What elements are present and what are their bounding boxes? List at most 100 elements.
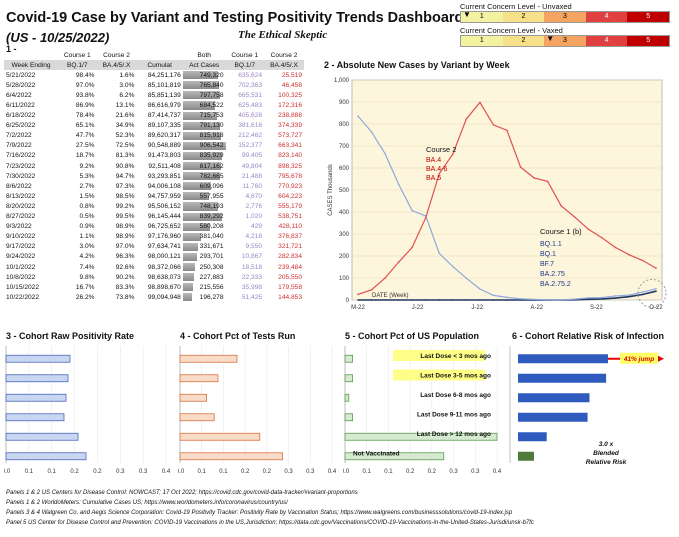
table-cell: 635,624 [238, 71, 263, 79]
x-tick-label: 0.3 [306, 469, 315, 475]
table-cell: 86.9% [75, 102, 95, 110]
table-cell: 8/20/2022 [6, 202, 36, 210]
act-cases-bar [182, 81, 219, 90]
bar [344, 354, 353, 363]
x-tick-label: J-22 [471, 305, 483, 311]
x-tick-label: 0.3 [116, 469, 125, 475]
data-point [438, 172, 441, 175]
table-cell: 1.6% [119, 71, 135, 79]
table-cell: 21,488 [241, 172, 263, 180]
data-point [573, 216, 576, 218]
x-tick-label: 0.4 [493, 469, 502, 475]
panel1-label: 1 - [6, 44, 17, 54]
category-label: Last Dose 3-5 mos ago [420, 373, 491, 380]
table-cell: 52.3% [115, 132, 135, 140]
risk-bar [518, 432, 547, 442]
table-cell: 6/25/2022 [6, 122, 36, 130]
table-cell: 34.9% [115, 122, 135, 130]
table-cell: 98.5% [115, 192, 135, 200]
data-point [546, 298, 549, 301]
table-cell: 428,110 [278, 223, 302, 231]
table-cell: 92.6% [115, 263, 135, 271]
x-tick-label: 0.2 [263, 469, 272, 475]
table-cell: 702,363 [238, 81, 263, 89]
data-point [601, 296, 603, 299]
table-cell: 2,776 [245, 202, 263, 210]
footnote-0: Panels 1 & 2 US Centers for Disease Cont… [6, 490, 358, 496]
category-label: Last Dose 9-11 mos ago [417, 412, 491, 419]
table-cell: 3.0% [79, 243, 95, 251]
bar [179, 452, 283, 461]
table-cell: 321,721 [278, 243, 302, 251]
act-cases-bar [182, 262, 195, 272]
table-row: 6/25/2022 65.1% 34.9% 89,107,335 791,130 381,… [4, 121, 304, 131]
data-point [519, 299, 522, 301]
bar [179, 432, 261, 441]
table-cell: 16.7% [75, 283, 95, 291]
concern-vaxed-level-4: 4 [585, 36, 628, 46]
table-cell: 282,834 [278, 253, 302, 261]
data-point [601, 298, 603, 300]
table-cell: 10/1/2022 [6, 263, 36, 271]
table-header-top-2: Course 2 [103, 51, 130, 59]
concern-vaxed: Current Concern Level - Vaxed 1 2 3 ▼ 4 5 [460, 26, 670, 47]
y-tick-label: 600 [339, 166, 350, 172]
category-label: Last Dose > 12 mos ago [417, 431, 491, 438]
table-cell: 238,888 [278, 112, 302, 120]
table-row: 8/20/2022 0.8% 99.2% 95,506,152 748,193 2,776… [4, 201, 304, 211]
table-row: 7/30/2022 5.3% 94.7% 93,293,851 782,665 21,48… [4, 171, 304, 181]
table-cell: 95,506,152 [147, 202, 181, 210]
concern-unvaxed-marker-icon: ▼ [463, 10, 471, 19]
data-point [424, 299, 427, 301]
annotation-course1: BA.2.75 [540, 271, 565, 278]
table-header-4: Act Cases [182, 60, 226, 71]
table-cell: 81.3% [115, 152, 135, 160]
x-tick-label: S-22 [590, 305, 603, 311]
table-cell: 96.3% [115, 253, 135, 261]
act-cases-bar [182, 91, 221, 100]
data-point [655, 290, 657, 292]
table-cell: 381,616 [238, 122, 263, 130]
annotation-course2: BA.5 [426, 175, 441, 182]
act-cases-bar [182, 162, 222, 171]
table-cell: 1.5% [79, 192, 95, 200]
table-cell: 35,998 [241, 283, 263, 291]
jump-label: 41% jump [623, 356, 654, 363]
panel2-title: 2 - Absolute New Cases by Variant by Wee… [324, 60, 510, 70]
table-cell: 18,518 [241, 263, 263, 271]
table-cell: 212,462 [238, 132, 263, 140]
data-point [411, 209, 413, 212]
table-cell: 815,918 [182, 131, 226, 141]
data-point [519, 298, 522, 300]
table-cell: 7/30/2022 [6, 172, 36, 180]
table-cell: 97.3% [115, 182, 135, 190]
y-tick-label: 1,000 [334, 78, 350, 84]
table-cell: 573,727 [278, 132, 302, 140]
data-point [492, 124, 495, 126]
data-point [411, 246, 413, 249]
table-cell: 823,140 [278, 152, 302, 160]
act-cases-bar [182, 283, 193, 292]
table-cell: 22,333 [241, 273, 263, 281]
table-cell: 51,425 [241, 293, 263, 301]
data-point [452, 299, 454, 301]
table-cell: 94.7% [115, 172, 135, 180]
data-point [587, 297, 590, 299]
data-point [465, 277, 468, 280]
panel3-title: 3 - Cohort Raw Positivity Rate [6, 331, 135, 341]
data-point [479, 288, 481, 290]
table-cell: 9,550 [245, 243, 263, 251]
table-cell: 9/10/2022 [6, 233, 36, 241]
act-cases-bar [182, 202, 219, 211]
data-point [560, 205, 562, 207]
y-tick-label: 800 [339, 122, 350, 128]
annotation-course2: BA.4-6 [426, 166, 448, 173]
x-tick-label: 0.4 [328, 469, 337, 475]
table-row: 9/3/2022 0.9% 98.9% 96,725,652 580,208 429 428… [4, 222, 304, 232]
table-cell: 172,316 [278, 102, 302, 110]
table-cell: 557,955 [182, 191, 226, 201]
table-cell: 1.1% [79, 233, 95, 241]
annotation-course1: BQ.1.1 [540, 241, 562, 248]
table-cell: 91,473,803 [147, 152, 181, 160]
x-tick-label: 0.0 [4, 469, 11, 475]
